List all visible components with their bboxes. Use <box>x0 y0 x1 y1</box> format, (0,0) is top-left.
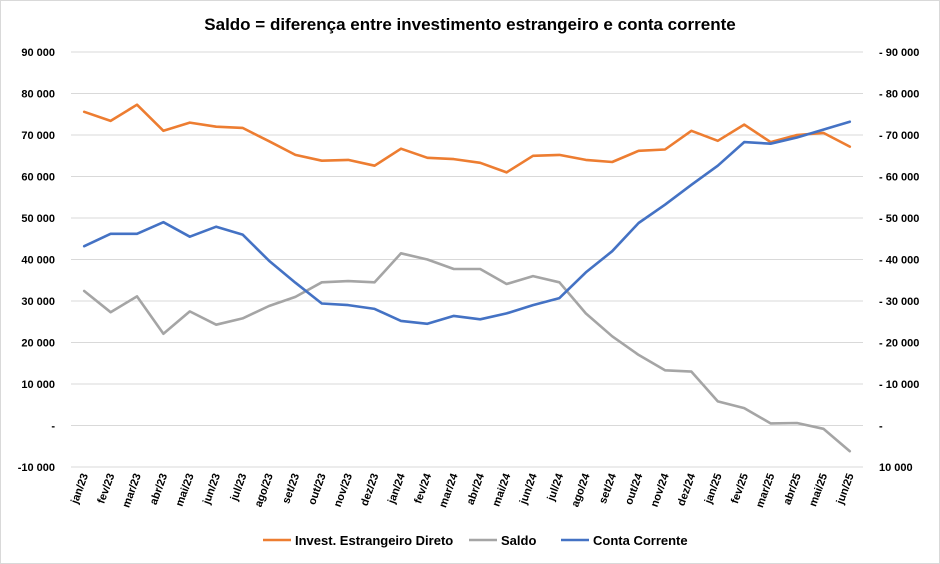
x-tick-label: fev/24 <box>412 471 434 505</box>
legend: Invest. Estrangeiro Direto Saldo Conta Cor… <box>263 533 688 548</box>
y-tick-label-left: 90 000 <box>21 47 55 59</box>
y-tick-label-right: - 50 000 <box>879 213 919 225</box>
legend-label: Invest. Estrangeiro Direto <box>295 533 453 548</box>
y-tick-label-left: 60 000 <box>21 172 55 184</box>
x-tick-label: dez/24 <box>675 471 698 508</box>
series-line <box>82 103 852 174</box>
x-tick-label: out/23 <box>306 472 328 507</box>
y-tick-label-left: 10 000 <box>21 379 55 391</box>
y-tick-label-right: 10 000 <box>879 462 913 474</box>
x-tick-label: jul/24 <box>545 471 567 503</box>
x-tick-label: jul/23 <box>228 472 249 503</box>
y-tick-label-left: - <box>51 421 55 433</box>
y-tick-label-right: - 70 000 <box>879 130 919 142</box>
series-line <box>82 252 852 453</box>
x-tick-label: jan/23 <box>69 472 91 506</box>
grid-lines <box>71 51 863 468</box>
y-tick-label-left: 20 000 <box>21 338 55 350</box>
x-tick-label: ago/24 <box>569 471 592 509</box>
x-tick-label: jan/24 <box>386 471 409 506</box>
x-tick-label: mai/23 <box>174 472 197 508</box>
y-tick-label-right: - 80 000 <box>879 89 919 101</box>
x-tick-label: set/23 <box>280 472 302 505</box>
legend-label: Saldo <box>501 533 536 548</box>
x-tick-label: mar/23 <box>120 472 143 509</box>
x-tick-label: fev/25 <box>729 472 751 505</box>
y-tick-label-right: - 10 000 <box>879 379 919 391</box>
y-tick-label-right: - 30 000 <box>879 296 919 308</box>
x-tick-label: abr/25 <box>781 472 803 507</box>
legend-label: Conta Corrente <box>593 533 688 548</box>
chart-title: Saldo = diferença entre investimento est… <box>204 15 735 34</box>
x-tick-label: abr/23 <box>148 472 170 507</box>
x-tick-label: ago/23 <box>253 472 276 509</box>
x-tick-label: jun/25 <box>834 472 856 507</box>
x-tick-label: jun/23 <box>201 472 223 507</box>
y-tick-label-right: - 90 000 <box>879 47 919 59</box>
x-axis-ticks: jan/23 fev/23 mar/23 abr/23 mai/23 jun/23 jul/… <box>69 471 857 509</box>
y-tick-label-left: 70 000 <box>21 130 55 142</box>
y-tick-label-right: - <box>879 421 883 433</box>
y-tick-label-right: - 60 000 <box>879 172 919 184</box>
y-tick-label-left: -10 000 <box>18 462 55 474</box>
x-tick-label: set/24 <box>597 471 619 505</box>
x-tick-label: jan/25 <box>702 472 724 506</box>
x-tick-label: mar/25 <box>754 472 777 509</box>
y-tick-label-right: - 40 000 <box>879 255 919 267</box>
series-lines <box>82 103 852 453</box>
x-tick-label: abr/24 <box>465 471 488 506</box>
x-tick-label: fev/23 <box>95 472 117 505</box>
x-tick-label: mai/24 <box>490 471 513 508</box>
x-tick-label: mai/25 <box>807 472 830 508</box>
y-tick-label-right: - 20 000 <box>879 338 919 350</box>
right-axis-ticks: 10 000 - - 10 000 - 20 000 - 30 000 - 40 000 -… <box>879 47 919 474</box>
y-tick-label-left: 40 000 <box>21 255 55 267</box>
y-tick-label-left: 80 000 <box>21 89 55 101</box>
x-tick-label: nov/23 <box>332 472 355 509</box>
x-tick-label: mar/24 <box>437 471 461 509</box>
x-tick-label: nov/24 <box>649 471 672 509</box>
y-tick-label-left: 50 000 <box>21 213 55 225</box>
series-line <box>82 120 852 326</box>
x-tick-label: out/24 <box>623 471 646 506</box>
x-tick-label: dez/23 <box>359 472 382 508</box>
y-tick-label-left: 30 000 <box>21 296 55 308</box>
x-tick-label: jun/24 <box>517 471 540 507</box>
